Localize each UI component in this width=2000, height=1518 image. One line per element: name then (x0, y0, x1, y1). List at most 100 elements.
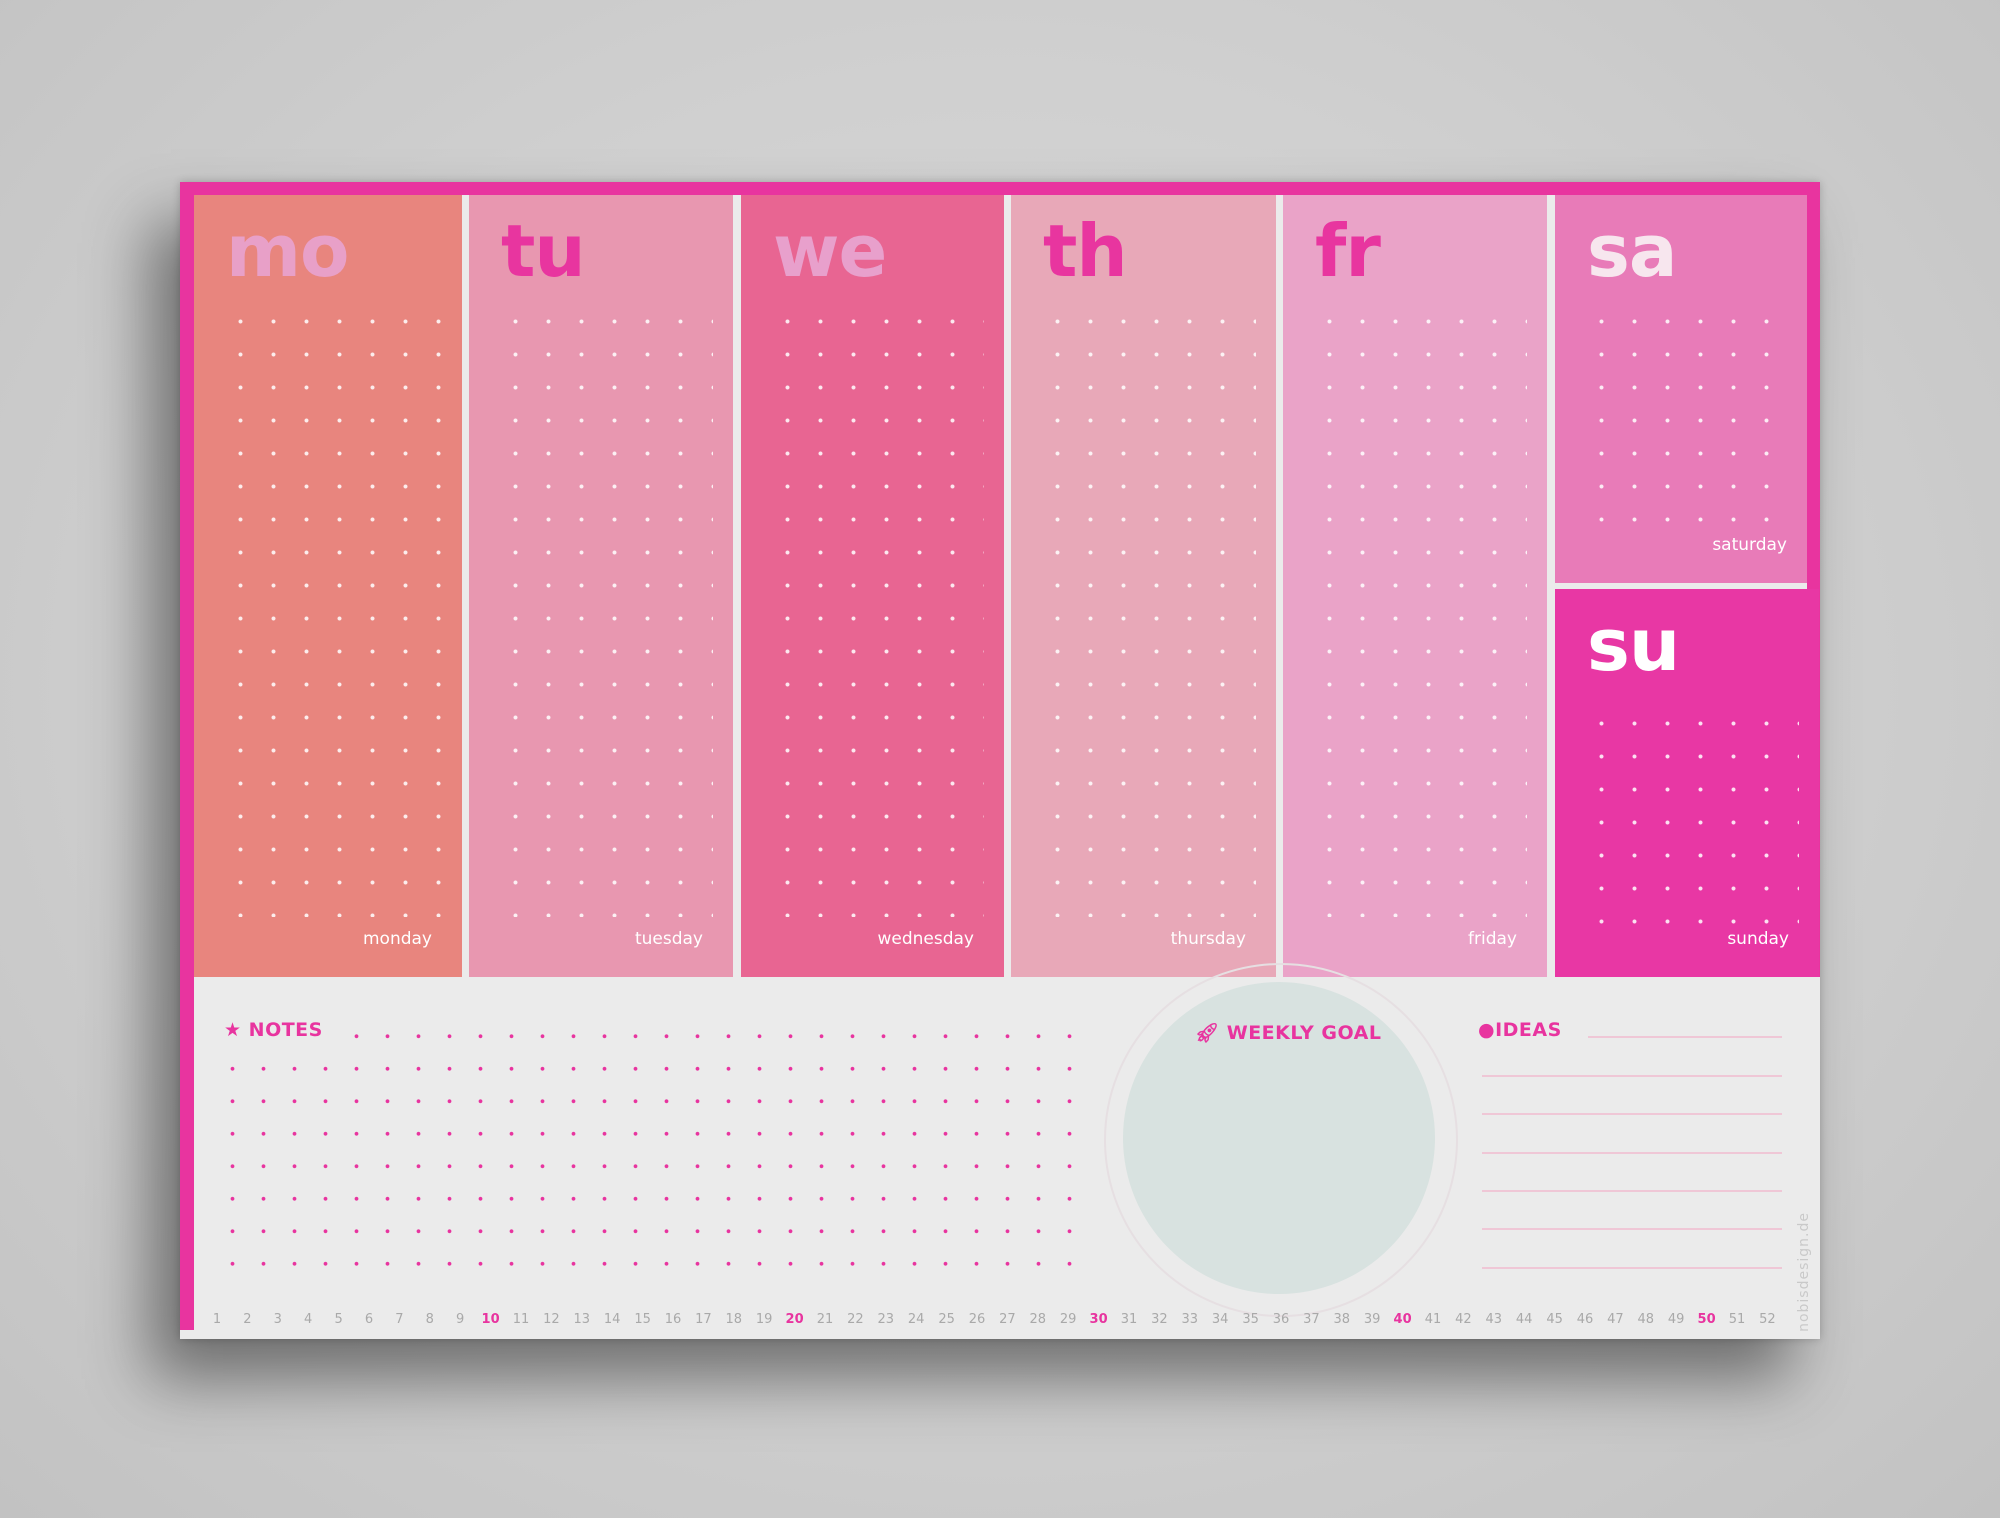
week-number: 40 (1393, 1312, 1412, 1327)
idea-line (1482, 1113, 1782, 1115)
week-number: 3 (273, 1312, 282, 1327)
week-number: 34 (1211, 1312, 1229, 1327)
week-number: 16 (664, 1312, 682, 1327)
week-number: 49 (1667, 1312, 1685, 1327)
week-number: 10 (481, 1312, 500, 1327)
day-name: tuesday (634, 929, 703, 949)
week-number: 30 (1089, 1312, 1108, 1327)
pink-border-left (180, 182, 194, 1330)
weekly-goal-label: 🚀︎ WEEKLY GOAL (1195, 1021, 1381, 1044)
day-name: saturday (1712, 535, 1787, 555)
week-number: 50 (1697, 1312, 1716, 1327)
week-number: 36 (1272, 1312, 1290, 1327)
day-column-tuesday: tu tuesday (469, 195, 733, 977)
week-number: 41 (1424, 1312, 1442, 1327)
week-number: 29 (1059, 1312, 1077, 1327)
day-column-saturday: sa saturday (1555, 195, 1807, 583)
day-name: sunday (1727, 929, 1789, 949)
week-number: 17 (695, 1312, 712, 1327)
week-number: 1 (212, 1312, 222, 1327)
week-number: 37 (1303, 1312, 1320, 1327)
idea-line (1482, 1190, 1782, 1192)
weekly-goal-circle (1123, 982, 1435, 1294)
week-number: 12 (543, 1312, 560, 1327)
week-number: 28 (1029, 1312, 1047, 1327)
week-number: 27 (999, 1312, 1016, 1327)
week-number: 7 (395, 1312, 404, 1327)
day-abbr: sa (1587, 209, 1677, 293)
idea-line (1482, 1267, 1782, 1269)
week-number: 20 (785, 1312, 804, 1327)
week-number: 11 (512, 1312, 530, 1327)
week-number: 33 (1181, 1312, 1199, 1327)
dot-grid (1585, 305, 1787, 533)
idea-line (1482, 1228, 1782, 1230)
day-abbr: th (1043, 209, 1128, 293)
week-number: 47 (1607, 1312, 1624, 1327)
rocket-icon: 🚀︎ (1195, 1022, 1220, 1044)
week-number: 48 (1637, 1312, 1655, 1327)
week-number: 38 (1333, 1312, 1351, 1327)
day-abbr: we (773, 209, 887, 293)
idea-line (1588, 1036, 1782, 1038)
week-number: 25 (938, 1312, 955, 1327)
week-number: 8 (425, 1312, 434, 1327)
week-number: 39 (1363, 1312, 1381, 1327)
day-abbr: su (1587, 603, 1680, 687)
dot-grid (499, 305, 713, 917)
week-number: 15 (634, 1312, 651, 1327)
week-number: 18 (725, 1312, 743, 1327)
week-number: 13 (573, 1312, 591, 1327)
day-column-monday: mo monday (194, 195, 462, 977)
week-number: 52 (1759, 1312, 1776, 1327)
pink-border-top (180, 182, 1820, 195)
week-number: 26 (968, 1312, 986, 1327)
week-number: 45 (1546, 1312, 1563, 1327)
day-abbr: mo (226, 209, 349, 293)
week-number: 43 (1485, 1312, 1503, 1327)
day-name: monday (362, 929, 432, 949)
week-number: 22 (847, 1312, 864, 1327)
week-number: 42 (1455, 1312, 1472, 1327)
idea-line (1482, 1075, 1782, 1077)
day-abbr: tu (501, 209, 586, 293)
week-number: 2 (243, 1312, 252, 1327)
notes-label: ★ NOTES (224, 1019, 331, 1041)
week-number: 31 (1120, 1312, 1138, 1327)
week-number: 32 (1151, 1312, 1168, 1327)
dot-grid (1041, 305, 1256, 917)
week-number: 24 (907, 1312, 925, 1327)
week-number: 46 (1576, 1312, 1594, 1327)
day-name: thursday (1170, 929, 1246, 949)
week-number: 19 (755, 1312, 773, 1327)
dot-grid (224, 305, 442, 917)
week-number: 23 (877, 1312, 895, 1327)
notes-title: NOTES (248, 1019, 323, 1041)
day-column-wednesday: we wednesday (741, 195, 1004, 977)
day-name: friday (1468, 929, 1517, 949)
day-column-friday: fr friday (1283, 195, 1547, 977)
weekly-goal-ring (1104, 963, 1458, 1317)
dot-grid (771, 305, 984, 917)
brand-text: nobisdesign.de (1796, 1212, 1812, 1332)
day-name: wednesday (877, 929, 974, 949)
week-number: 9 (456, 1312, 465, 1327)
day-column-thursday: th thursday (1011, 195, 1276, 977)
notes-dot-grid (217, 1020, 1097, 1278)
ideas-label: ●IDEAS (1478, 1019, 1562, 1041)
day-column-sunday: su sunday (1555, 589, 1819, 977)
idea-line (1482, 1152, 1782, 1154)
day-abbr: fr (1315, 209, 1381, 293)
week-number: 21 (816, 1312, 834, 1327)
week-number: 6 (364, 1312, 374, 1327)
star-icon: ★ (224, 1019, 242, 1041)
weekly-goal-title: WEEKLY GOAL (1226, 1022, 1382, 1044)
week-number: 35 (1242, 1312, 1259, 1327)
week-number: 5 (334, 1312, 343, 1327)
dot-grid (1313, 305, 1527, 917)
week-number: 4 (304, 1312, 313, 1327)
week-number: 14 (603, 1312, 621, 1327)
ideas-title: IDEAS (1495, 1019, 1562, 1041)
week-number: 51 (1728, 1312, 1746, 1327)
dot-grid (1585, 707, 1799, 927)
